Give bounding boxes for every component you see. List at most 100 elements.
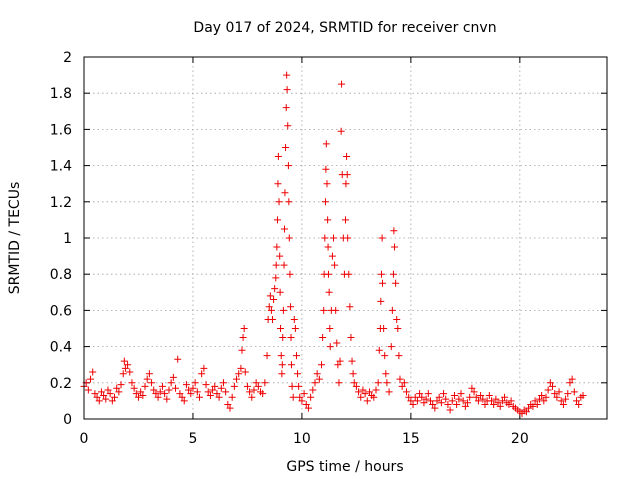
data-point [372,386,380,394]
data-point [277,325,285,332]
data-point [200,364,208,372]
data-point [450,391,458,399]
data-point [334,361,342,369]
x-tick-label: 20 [511,431,529,447]
data-point [137,388,145,396]
data-point [128,379,136,387]
data-point [546,379,554,387]
data-point [292,352,300,360]
data-point [380,325,388,332]
data-point [411,393,419,401]
data-point [276,288,284,296]
data-point [395,352,403,360]
data-point [93,393,101,401]
data-point [267,306,275,314]
data-point [357,393,365,401]
data-point [344,234,352,242]
data-point [494,399,502,407]
data-point [268,315,276,323]
data-point [522,408,530,416]
data-point [250,386,258,394]
data-point [393,315,401,323]
y-tick-label: 0.8 [50,267,72,283]
data-point [459,397,467,405]
data-point [226,404,234,412]
data-point [296,393,304,401]
data-point [288,382,296,390]
data-point [270,296,278,304]
data-point [189,384,197,392]
data-point [544,386,552,394]
data-point [84,386,92,394]
data-point [492,395,500,403]
data-point [187,390,195,398]
data-point [474,397,482,405]
data-point [286,270,294,278]
data-point [108,397,116,405]
data-point [273,243,281,251]
data-point [422,395,430,403]
data-point [278,370,286,378]
data-point [198,370,206,378]
data-point [488,397,496,405]
data-point [300,390,308,398]
data-point [287,334,295,342]
data-point [180,397,188,405]
data-point [130,384,138,392]
data-point [381,352,389,360]
data-point [272,261,280,269]
data-point [290,315,298,323]
data-point [388,306,396,314]
data-point [442,395,450,403]
data-point [287,361,295,369]
data-point [416,390,424,398]
data-point [252,379,260,387]
data-point [398,382,406,390]
data-point [158,382,166,390]
data-point [396,375,404,383]
data-point [132,390,140,398]
data-point [389,270,397,278]
data-point [374,379,382,387]
data-point [318,361,326,369]
data-point [379,279,387,287]
data-point [211,382,219,390]
data-point [332,306,340,314]
data-point [165,386,173,394]
y-tick-label: 0.4 [50,340,72,356]
data-point [377,297,385,305]
data-point [485,391,493,399]
data-point [562,395,570,403]
data-point [330,234,338,242]
data-point [551,390,559,398]
data-point [284,122,292,130]
data-point [102,395,110,403]
data-point [313,370,321,378]
data-point [409,401,417,409]
data-point [331,261,339,269]
data-point [446,406,454,414]
data-point [213,390,221,398]
data-point [529,402,537,410]
data-point [174,355,182,363]
data-point [336,357,344,365]
data-point [271,285,279,293]
data-point [525,404,533,412]
data-point [392,279,400,287]
x-tick-labels: 0 5 10 15 20 [80,431,529,447]
data-point [145,370,153,378]
data-point [254,382,262,390]
data-point [235,370,243,378]
data-point [113,384,121,392]
y-tick-label: 0.2 [50,376,72,392]
data-point [382,370,390,378]
data-point [233,375,241,383]
data-point [275,198,283,206]
data-point [115,388,123,396]
data-point [347,334,355,342]
data-point [348,357,356,365]
data-point [309,386,317,394]
data-point [304,404,312,412]
data-point [505,401,513,409]
data-point [124,361,132,369]
